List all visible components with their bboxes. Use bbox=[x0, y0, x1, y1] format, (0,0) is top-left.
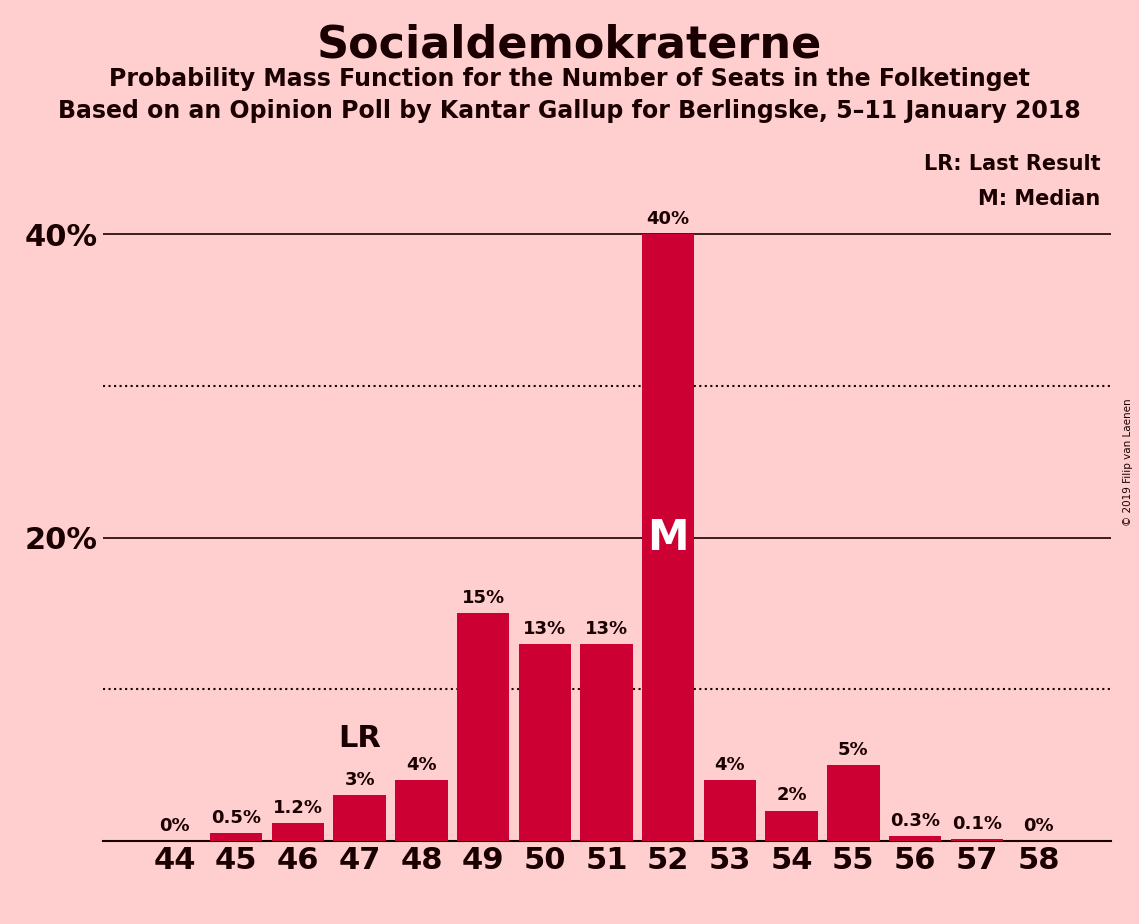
Bar bbox=[334, 796, 386, 841]
Text: 13%: 13% bbox=[585, 620, 628, 638]
Text: 4%: 4% bbox=[407, 756, 436, 774]
Text: 1.2%: 1.2% bbox=[273, 798, 323, 817]
Text: 13%: 13% bbox=[523, 620, 566, 638]
Text: 4%: 4% bbox=[714, 756, 745, 774]
Bar bbox=[765, 810, 818, 841]
Bar bbox=[642, 234, 695, 841]
Bar bbox=[518, 644, 571, 841]
Bar bbox=[395, 780, 448, 841]
Bar bbox=[888, 836, 941, 841]
Text: Based on an Opinion Poll by Kantar Gallup for Berlingske, 5–11 January 2018: Based on an Opinion Poll by Kantar Gallu… bbox=[58, 99, 1081, 123]
Text: 3%: 3% bbox=[344, 772, 375, 789]
Bar bbox=[951, 839, 1003, 841]
Text: M: Median: M: Median bbox=[978, 188, 1100, 209]
Bar bbox=[457, 614, 509, 841]
Bar bbox=[827, 765, 879, 841]
Bar bbox=[580, 644, 633, 841]
Text: LR: LR bbox=[338, 723, 382, 753]
Text: LR: Last Result: LR: Last Result bbox=[924, 153, 1100, 174]
Text: Probability Mass Function for the Number of Seats in the Folketinget: Probability Mass Function for the Number… bbox=[109, 67, 1030, 91]
Text: 0.3%: 0.3% bbox=[890, 812, 940, 831]
Bar bbox=[210, 833, 262, 841]
Text: M: M bbox=[647, 517, 689, 558]
Text: 2%: 2% bbox=[777, 786, 806, 805]
Bar bbox=[272, 822, 325, 841]
Text: 40%: 40% bbox=[647, 210, 690, 228]
Text: 15%: 15% bbox=[461, 590, 505, 607]
Text: 0%: 0% bbox=[159, 817, 190, 834]
Text: 0.5%: 0.5% bbox=[211, 809, 261, 827]
Text: 5%: 5% bbox=[838, 741, 869, 759]
Text: 0.1%: 0.1% bbox=[952, 815, 1002, 833]
Text: 0%: 0% bbox=[1023, 817, 1054, 834]
Text: © 2019 Filip van Laenen: © 2019 Filip van Laenen bbox=[1123, 398, 1133, 526]
Bar bbox=[704, 780, 756, 841]
Text: Socialdemokraterne: Socialdemokraterne bbox=[317, 23, 822, 67]
